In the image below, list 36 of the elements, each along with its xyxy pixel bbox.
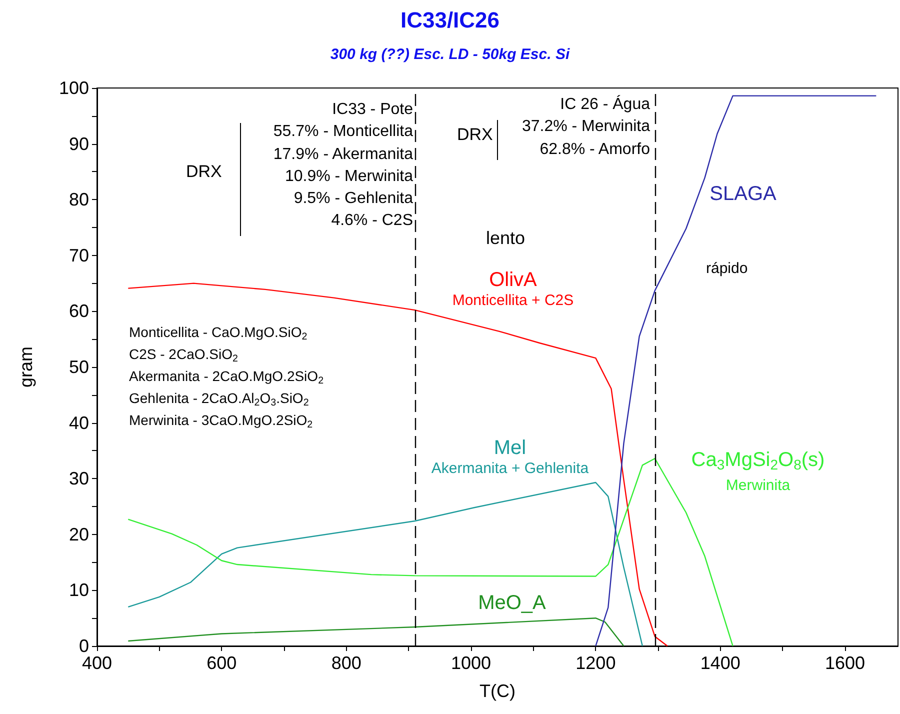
annotation: rápido	[706, 259, 748, 279]
y-tick-label: 10	[68, 580, 89, 600]
y-tick-label: 30	[68, 468, 89, 489]
x-tick-label: 1000	[450, 653, 492, 673]
y-tick-label: 20	[68, 524, 89, 544]
x-tick-label: 600	[206, 653, 237, 673]
chart-subtitle: 300 kg (??) Esc. LD - 50kg Esc. Si	[330, 46, 570, 63]
annotation: DRX	[457, 124, 493, 146]
x-tick-label: 1200	[576, 653, 616, 673]
chart-title: IC33/IC26	[400, 8, 500, 32]
x-tick-label: 1600	[824, 653, 866, 673]
y-tick-label: 80	[68, 190, 89, 210]
annotation: IC 26 - Água 37.2% - Merwinita 62.8% - Amorfo	[522, 94, 650, 160]
x-axis-title: T(C)	[480, 681, 516, 701]
annotation: IC33 - Pote 55.7% - Monticellita 17.9% - Akermanita 10.9% - Merwinita 9.5% - Gehlenita 4.6% - C2S	[273, 100, 413, 232]
line-series	[128, 618, 624, 647]
series-label: Mel Akermanita + Gehlenita	[430, 436, 590, 477]
y-tick-label: 90	[68, 134, 89, 154]
annotation: lento	[486, 227, 526, 249]
text: Monticellita - CaO.MgO.SiO$_{2}$ C2S - 2CaO.SiO$_{2}$ Akermanita - 2CaO.MgO.2SiO$_{2}$ Gehlenita - 2CaO.Al$_{2}$O$_{3}$.SiO$_{2}$ Merwinita - 3CaO.MgO.2SiO$_{2}$	[129, 324, 324, 430]
y-tick-label: 60	[68, 301, 89, 322]
x-tick-label: 400	[82, 653, 112, 673]
x-tick-label: 1400	[700, 653, 740, 673]
y-tick-label: 0	[78, 636, 89, 656]
line-series	[128, 482, 644, 647]
annotation: DRX	[186, 161, 222, 183]
x-tick-label: 800	[331, 653, 362, 673]
y-tick-label: 70	[68, 245, 89, 266]
y-tick-label: 100	[58, 78, 89, 98]
series-label: OlivA Monticellita + C2S	[451, 268, 575, 309]
series-label: MeO_A	[477, 591, 547, 615]
y-tick-label: 40	[68, 412, 89, 433]
y-axis-title: gram	[16, 346, 36, 388]
series-label: SLAGA	[708, 182, 778, 206]
series-label: Ca$_{3}$MgSi$_{2}$O$_{8}$(s) Merwinita	[690, 448, 826, 494]
y-tick-label: 50	[68, 357, 89, 377]
